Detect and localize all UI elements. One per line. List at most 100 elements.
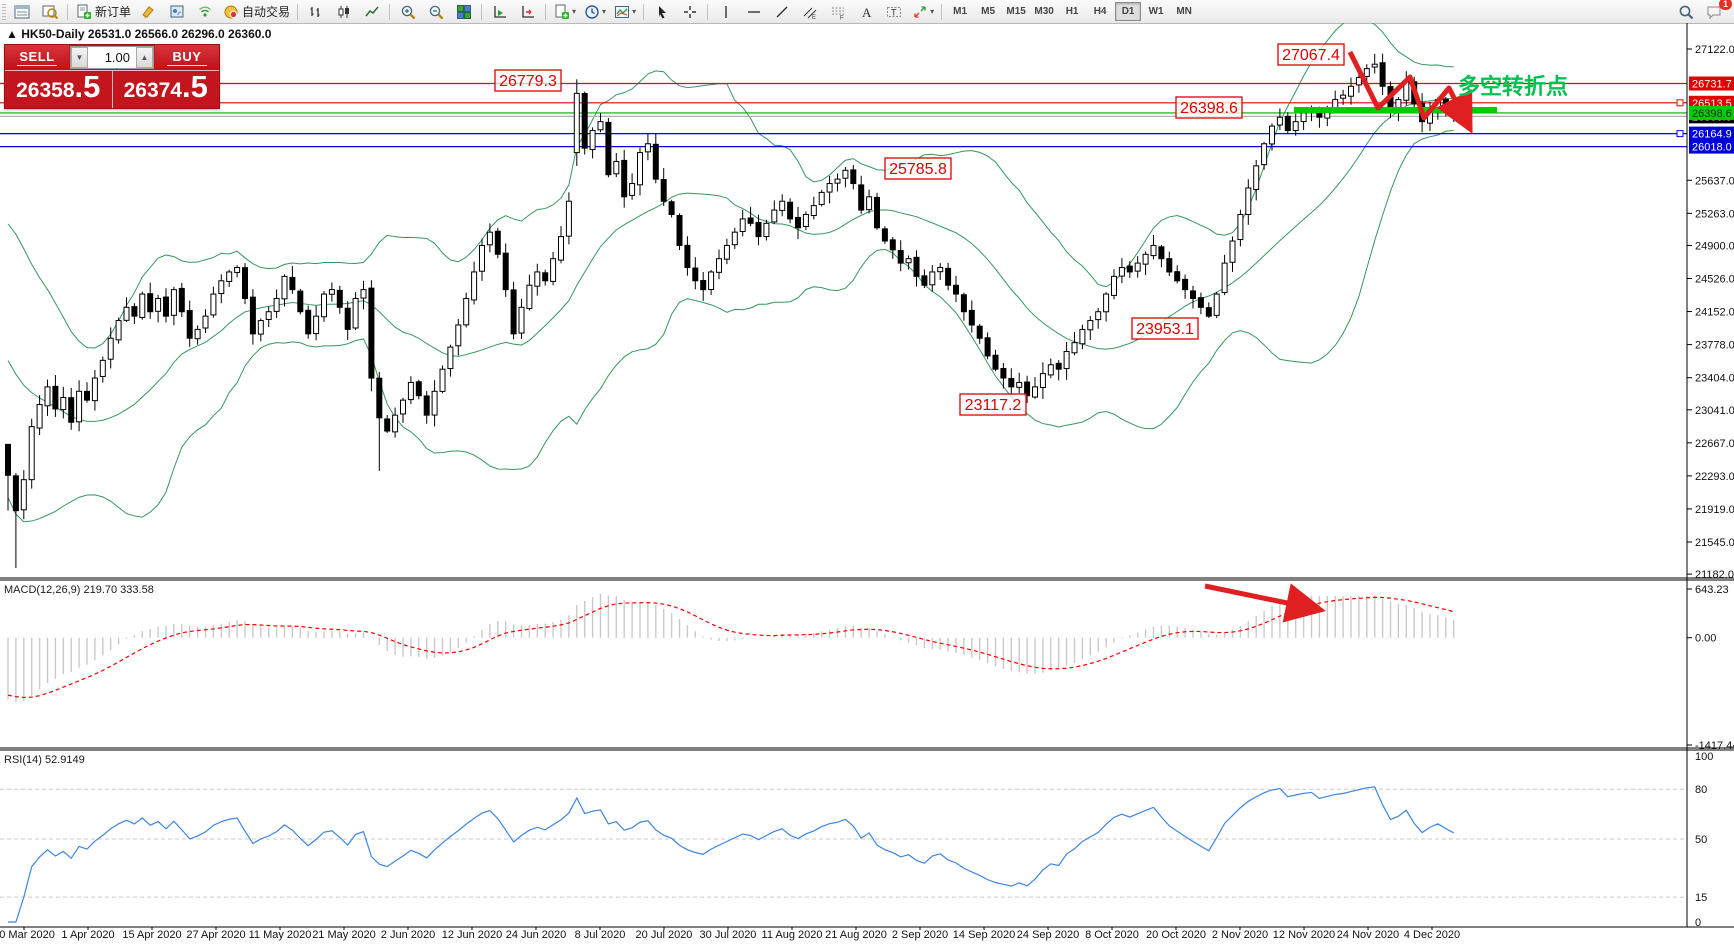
dropdown-arrow-icon[interactable]: ▾ [632,7,637,16]
candle-body[interactable] [558,236,564,261]
timeframe-m30[interactable]: M30 [1034,6,1054,17]
candle-body[interactable] [1174,271,1181,282]
candle-body[interactable] [170,289,177,316]
candle-body[interactable] [60,396,67,411]
candle-body[interactable] [534,271,541,287]
candle-body[interactable] [676,214,683,246]
candle-body[interactable] [1182,278,1189,291]
candle-body[interactable] [234,267,241,273]
candle-body[interactable] [581,92,588,149]
volume-decrease-button[interactable]: ▼ [71,47,88,68]
candle-body[interactable] [1111,275,1117,296]
horizontal-line-icon[interactable] [741,1,767,22]
candle-body[interactable] [826,183,833,193]
signals-icon[interactable] [192,1,218,22]
date-tick-label[interactable]: 27 Apr 2020 [186,929,245,941]
candle-body[interactable] [1300,112,1307,123]
candle-body[interactable] [1000,367,1007,379]
candle-body[interactable] [384,418,391,432]
candle-body[interactable] [52,385,59,410]
volume-value[interactable]: 1.00 [104,50,130,65]
candle-body[interactable] [139,293,146,318]
candle-body[interactable] [1284,115,1291,132]
candle-body[interactable] [1032,386,1038,398]
volume-increase-button[interactable]: ▲ [136,47,153,68]
candle-body[interactable] [147,293,154,313]
candle-body[interactable] [1126,265,1133,273]
candle-body[interactable] [178,287,185,313]
date-tick-label[interactable]: 20 Mar 2020 [0,929,55,941]
candle-body[interactable] [629,183,636,196]
candle-body[interactable] [542,272,549,282]
timeframe-mn[interactable]: MN [1176,6,1192,17]
zoom-out-icon[interactable] [423,1,449,22]
candle-body[interactable] [415,381,422,397]
candle-body[interactable] [123,306,130,321]
timeframe-h1[interactable]: H1 [1065,6,1079,17]
candle-body[interactable] [84,390,90,401]
candle-body[interactable] [1340,94,1347,99]
candle-body[interactable] [494,230,501,255]
swing-price-label[interactable]: 26398.6 [1175,96,1243,119]
price-chip-26164.9[interactable]: 26164.9 [1689,126,1734,141]
volume-input[interactable]: ▼ 1.00 ▲ [70,46,154,69]
price-chip-26398.6[interactable]: 26398.6 [1689,105,1734,120]
candle-body[interactable] [905,258,912,264]
candle-body[interactable] [447,346,454,370]
candle-body[interactable] [1197,297,1204,308]
candle-body[interactable] [731,231,738,246]
candle-body[interactable] [439,368,446,392]
date-tick-label[interactable]: 12 Jun 2020 [442,929,503,941]
candle-body[interactable] [1292,121,1299,132]
candle-body[interactable] [810,205,817,217]
candle-body[interactable] [960,294,967,313]
swing-price-label[interactable]: 25785.8 [884,157,952,180]
candle-body[interactable] [210,293,217,316]
date-tick-label[interactable]: 15 Apr 2020 [122,929,181,941]
date-tick-label[interactable]: 2 Sep 2020 [892,929,948,941]
sell-price[interactable]: 26358 .5 [5,71,113,108]
timeframe-w1[interactable]: W1 [1148,6,1164,17]
candle-body[interactable] [28,426,35,481]
candle-body[interactable] [787,201,794,220]
candle-body[interactable] [779,200,786,211]
candle-body[interactable] [1276,116,1283,126]
candle-body[interactable] [850,169,857,185]
candle-body[interactable] [360,289,367,299]
timeframe-m1[interactable]: M1 [953,6,968,17]
candle-body[interactable] [589,130,596,150]
candle-body[interactable] [1158,246,1165,260]
cursor-icon[interactable] [649,1,675,22]
date-tick-label[interactable]: 4 Dec 2020 [1404,929,1460,941]
candle-body[interactable] [716,258,722,273]
candle-body[interactable] [1261,143,1268,166]
text-icon[interactable]: A [853,1,879,22]
line-chart-icon[interactable] [359,1,385,22]
candle-body[interactable] [984,337,991,357]
date-tick-label[interactable]: 20 Jul 2020 [636,929,693,941]
candle-body[interactable] [368,287,375,379]
arrows-button[interactable]: ▾ [909,1,937,22]
terminal-icon[interactable] [9,1,35,22]
candle-body[interactable] [1103,293,1110,313]
candle-body[interactable] [1079,328,1086,345]
timeframe-m15[interactable]: M15 [1006,6,1026,17]
candle-body[interactable] [226,271,233,282]
date-tick-label[interactable]: 12 Nov 2020 [1273,929,1335,941]
swing-price-label[interactable]: 27067.4 [1277,43,1345,66]
candle-body[interactable] [858,184,865,211]
line-handle[interactable] [1676,130,1684,138]
candle-body[interactable] [763,222,770,238]
candle-body[interactable] [313,315,320,335]
candle-body[interactable] [1190,290,1196,299]
candle-body[interactable] [297,290,304,313]
date-tick-label[interactable]: 2 Nov 2020 [1212,929,1268,941]
timeframe-h4[interactable]: H4 [1093,6,1107,17]
date-tick-label[interactable]: 30 Jul 2020 [700,929,757,941]
candle-body[interactable] [131,306,138,317]
candle-body[interactable] [1379,62,1386,87]
candle-body[interactable] [1134,262,1141,272]
price-chip-26018.0[interactable]: 26018.0 [1689,139,1734,154]
new-order-button[interactable]: 新订单 [73,1,134,22]
candle-body[interactable] [186,310,193,339]
